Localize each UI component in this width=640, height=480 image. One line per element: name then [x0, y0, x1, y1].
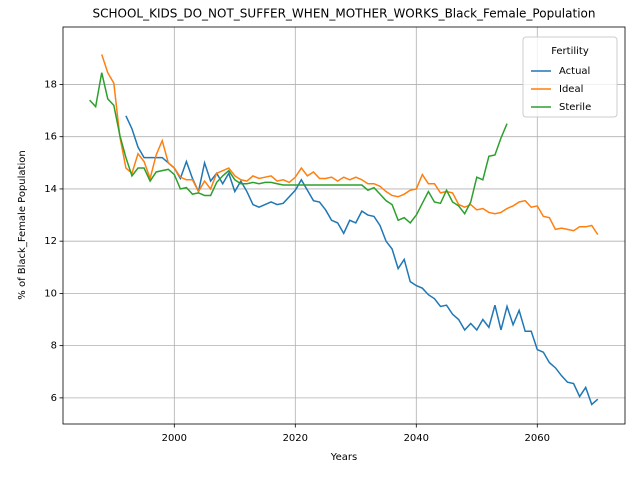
x-tick-label: 2000 [162, 433, 187, 444]
chart-title: SCHOOL_KIDS_DO_NOT_SUFFER_WHEN_MOTHER_WO… [93, 7, 596, 21]
y-tick-label: 12 [44, 236, 57, 247]
y-tick-label: 6 [51, 393, 57, 404]
y-tick-label: 18 [44, 79, 57, 90]
y-tick-label: 10 [44, 288, 57, 299]
plot-frame [62, 26, 626, 425]
legend-label: Sterile [559, 102, 591, 113]
x-tick-label: 2060 [525, 433, 550, 444]
legend-box [522, 36, 618, 118]
y-tick-label: 14 [44, 184, 57, 195]
series-line [125, 115, 599, 406]
y-tick-label: 8 [51, 341, 57, 352]
y-tick-label: 16 [44, 132, 57, 143]
y-axis-label: % of Black_Female Population [17, 150, 28, 299]
legend-title: Fertility [551, 46, 589, 57]
x-tick-label: 2040 [404, 433, 429, 444]
series-line [101, 54, 599, 236]
series-line [89, 72, 508, 224]
x-tick-label: 2020 [283, 433, 308, 444]
legend-label: Ideal [559, 84, 583, 95]
x-axis-label: Years [330, 452, 357, 463]
legend-label: Actual [559, 66, 590, 77]
